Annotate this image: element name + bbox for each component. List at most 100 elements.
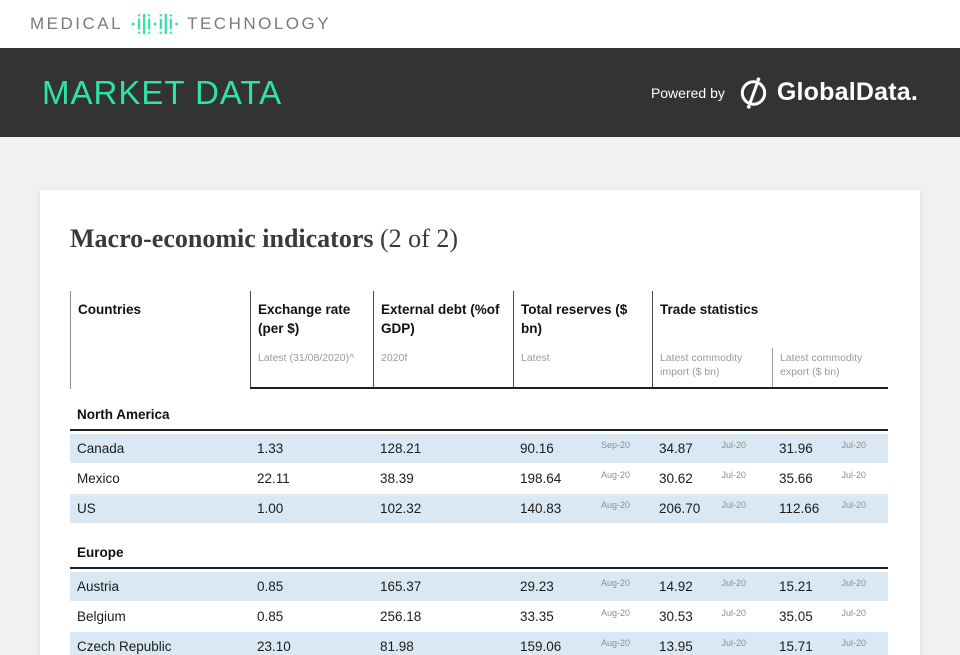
- reserves-value: 90.16: [520, 441, 554, 457]
- country-name: Canada: [77, 441, 125, 457]
- import-date-label: Jul-20: [721, 607, 746, 618]
- reserves-date-label: Aug-20: [600, 637, 630, 648]
- reserves-cell: 33.35 Aug-20: [513, 607, 652, 625]
- external-debt-value: 81.98: [380, 639, 414, 655]
- external-debt-value: 102.32: [380, 501, 422, 517]
- globaldata-logo[interactable]: GlobalData.: [738, 77, 918, 109]
- table-row: Czech Republic 23.10 81.98 159.06 Aug-20…: [70, 632, 888, 655]
- import-date-label: Jul-20: [721, 577, 746, 588]
- export-cell: 35.66 Jul-20: [772, 470, 888, 487]
- reserves-cell: 140.83 Aug-20: [513, 499, 652, 517]
- country-name: US: [77, 501, 96, 517]
- reserves-cell: 159.06 Aug-20: [513, 637, 652, 655]
- import-cell: 30.62 Jul-20: [652, 469, 772, 487]
- import-value: 30.62: [659, 471, 693, 487]
- report-card: Macro-economic indicators (2 of 2) Count…: [40, 190, 920, 655]
- table-section: Europe Austria 0.85 165.37 29.23 Aug-20 …: [70, 545, 888, 655]
- macro-indicators-table: Countries Exchange rate (per $) External…: [70, 291, 888, 655]
- globaldata-circle-icon: [738, 77, 769, 109]
- export-cell: 35.05 Jul-20: [772, 607, 888, 625]
- subheader-commodity-import: Latest commodity import ($ bn): [652, 348, 772, 390]
- reserves-cell: 90.16 Sep-20: [513, 439, 652, 457]
- reserves-date-label: Aug-20: [600, 499, 630, 510]
- subheader-total-reserves: Latest: [513, 348, 652, 390]
- import-date-label: Jul-20: [721, 439, 746, 450]
- reserves-date-label: Aug-20: [600, 577, 630, 588]
- section-header: Europe: [70, 545, 888, 570]
- logo-text-medical: MEDICAL: [30, 14, 124, 33]
- page-title-main: Macro-economic indicators: [70, 224, 374, 253]
- exchange-rate-value: 22.11: [257, 471, 290, 487]
- page-background: Macro-economic indicators (2 of 2) Count…: [0, 137, 960, 655]
- globaldata-wordmark: GlobalData.: [776, 78, 918, 106]
- subheader-external-debt: 2020f: [373, 348, 513, 390]
- import-value: 30.53: [659, 609, 693, 625]
- import-value: 13.95: [659, 639, 693, 655]
- section-rows: Austria 0.85 165.37 29.23 Aug-20 14.92 J…: [70, 572, 888, 655]
- external-debt-value: 256.18: [380, 609, 422, 625]
- country-name: Mexico: [77, 471, 120, 487]
- powered-by-block: Powered by GlobalData.: [651, 77, 918, 109]
- table-row: Mexico 22.11 38.39 198.64 Aug-20 30.62 J…: [70, 464, 888, 493]
- section-header: North America: [70, 407, 888, 432]
- reserves-value: 198.64: [520, 471, 562, 487]
- subheader-commodity-export: Latest commodity export ($ bn): [772, 348, 888, 390]
- import-date-label: Jul-20: [721, 499, 746, 510]
- import-value: 206.70: [659, 501, 701, 517]
- reserves-value: 140.83: [520, 501, 562, 517]
- external-debt-value: 128.21: [380, 441, 422, 457]
- table-body: North America Canada 1.33 128.21 90.16 S…: [70, 407, 888, 655]
- export-value: 112.66: [779, 501, 820, 517]
- col-header-total-reserves: Total reserves ($ bn): [513, 291, 652, 348]
- powered-by-label: Powered by: [650, 84, 725, 101]
- page-banner-title: MARKET DATA: [42, 73, 283, 111]
- table-row: Belgium 0.85 256.18 33.35 Aug-20 30.53 J…: [70, 602, 888, 631]
- export-cell: 15.71 Jul-20: [772, 637, 888, 655]
- exchange-rate-value: 23.10: [257, 639, 291, 655]
- import-cell: 34.87 Jul-20: [652, 439, 772, 457]
- logo-text-technology: TECHNOLOGY: [187, 14, 332, 33]
- external-debt-value: 38.39: [380, 471, 414, 487]
- export-cell: 15.21 Jul-20: [772, 577, 888, 595]
- table-section: North America Canada 1.33 128.21 90.16 S…: [70, 407, 888, 524]
- export-date-label: Jul-20: [841, 637, 866, 648]
- export-value: 31.96: [779, 441, 813, 457]
- export-date-label: Jul-20: [841, 439, 866, 450]
- import-date-label: Jul-20: [721, 469, 746, 480]
- masthead: MEDICAL: [0, 0, 960, 48]
- import-cell: 13.95 Jul-20: [652, 638, 772, 655]
- page-title-suffix: (2 of 2): [373, 224, 458, 253]
- external-debt-value: 165.37: [380, 579, 422, 595]
- import-value: 14.92: [659, 579, 693, 595]
- export-date-label: Jul-20: [841, 577, 866, 588]
- export-cell: 31.96 Jul-20: [772, 439, 888, 457]
- export-value: 35.05: [779, 609, 813, 625]
- pulse-dots-icon: [132, 11, 179, 37]
- table-header: Countries Exchange rate (per $) External…: [70, 291, 888, 390]
- country-name: Austria: [77, 579, 120, 595]
- import-cell: 206.70 Jul-20: [652, 499, 772, 517]
- medical-technology-logo[interactable]: MEDICAL: [30, 11, 331, 37]
- subheader-exchange-rate: Latest (31/08/2020)^: [250, 348, 373, 390]
- table-row: Canada 1.33 128.21 90.16 Sep-20 34.87 Ju…: [70, 434, 888, 464]
- exchange-rate-value: 1.00: [257, 501, 284, 517]
- export-cell: 112.66 Jul-20: [772, 499, 888, 517]
- reserves-date-label: Aug-20: [600, 469, 630, 480]
- col-header-trade-statistics: Trade statistics: [652, 291, 888, 348]
- reserves-value: 159.06: [520, 639, 562, 655]
- export-value: 35.66: [779, 471, 813, 487]
- reserves-value: 29.23: [520, 579, 554, 595]
- country-name: Czech Republic: [77, 639, 172, 655]
- table-row: Austria 0.85 165.37 29.23 Aug-20 14.92 J…: [70, 572, 888, 602]
- exchange-rate-value: 0.85: [257, 609, 284, 625]
- exchange-rate-value: 0.85: [257, 579, 284, 595]
- banner: MARKET DATA Powered by GlobalData.: [0, 48, 960, 137]
- col-header-exchange-rate: Exchange rate (per $): [250, 291, 373, 348]
- reserves-value: 33.35: [520, 609, 554, 625]
- reserves-date-label: Sep-20: [600, 439, 630, 450]
- col-header-countries: Countries: [70, 291, 250, 390]
- reserves-date-label: Aug-20: [600, 607, 630, 618]
- export-date-label: Jul-20: [841, 499, 866, 510]
- exchange-rate-value: 1.33: [257, 441, 284, 457]
- export-date-label: Jul-20: [841, 607, 866, 618]
